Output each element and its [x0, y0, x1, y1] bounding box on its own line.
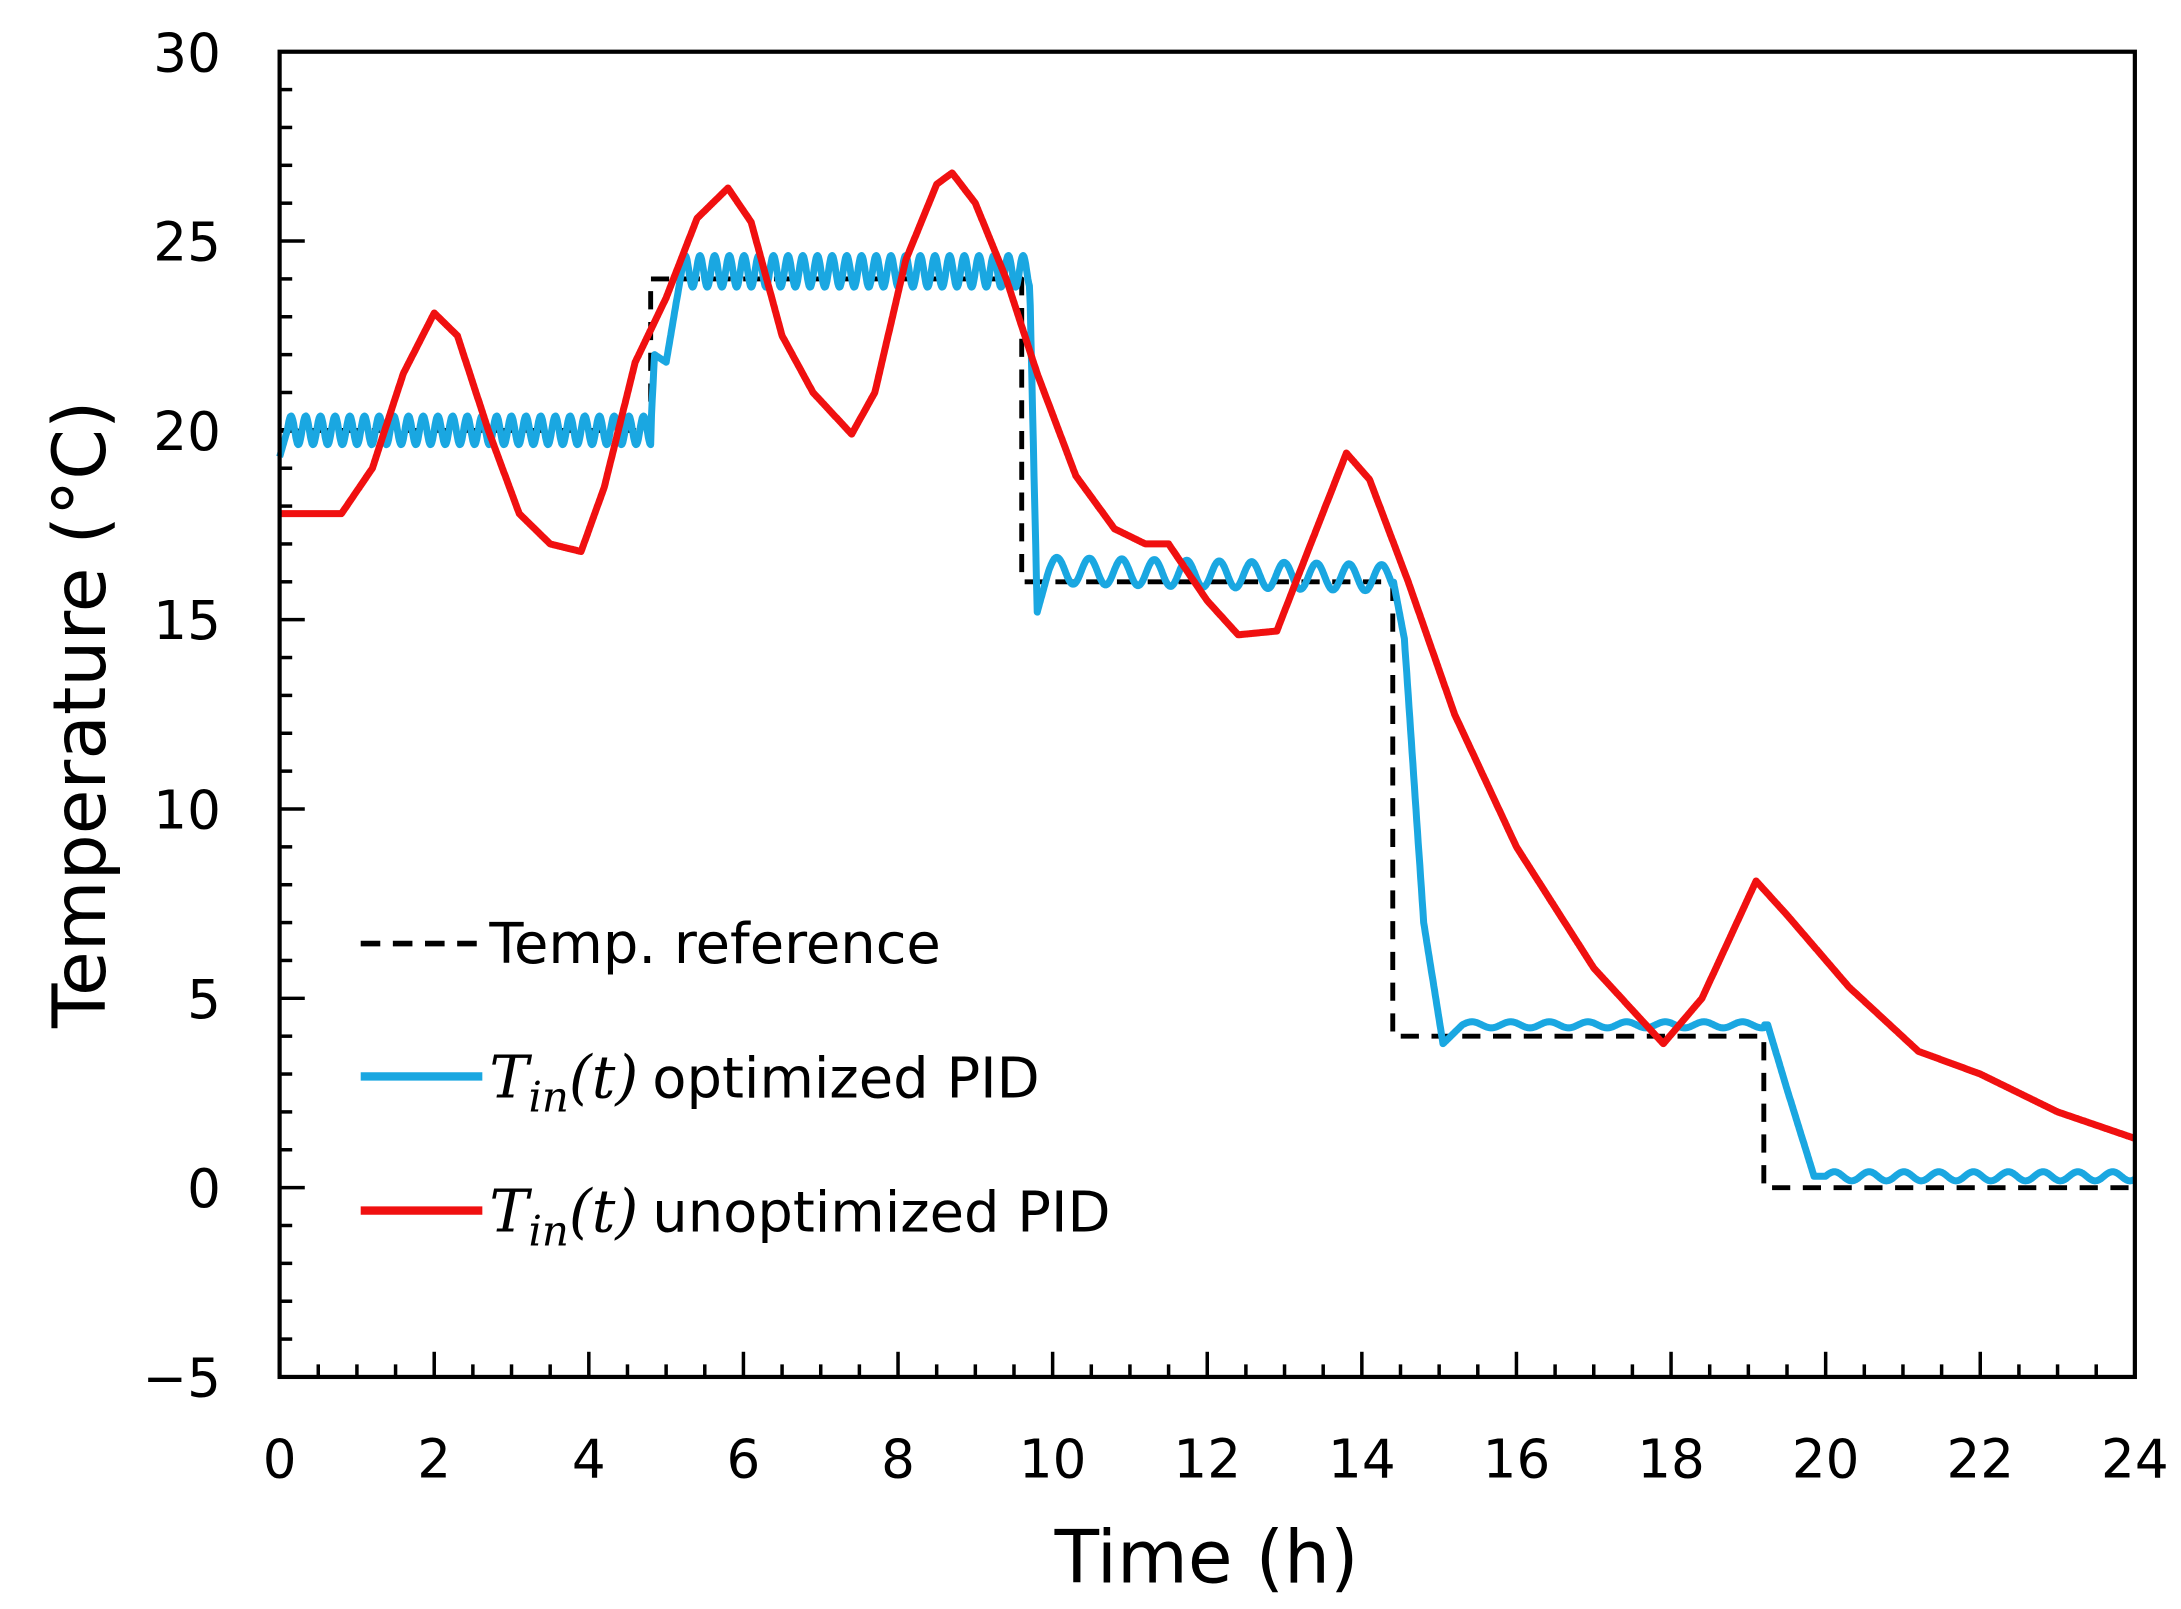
legend-math-symbol: T [489, 1043, 532, 1111]
unoptimized-pid-line [276, 169, 2138, 1142]
legend: Temp. reference Tin(t) optimized PID Tin(… [360, 912, 1111, 1256]
legend-math-symbol: T [489, 1178, 532, 1246]
legend-math-subscript: in [528, 1207, 568, 1256]
y-tick-label: 20 [153, 401, 221, 463]
x-tick-label: 20 [1792, 1429, 1860, 1491]
y-tick-label: 25 [153, 212, 221, 274]
y-tick-label: 10 [153, 780, 221, 842]
y-tick-label: 15 [153, 590, 221, 652]
reference-line [279, 276, 2135, 1191]
x-tick-label: 24 [2101, 1429, 2169, 1491]
x-tick-label: 8 [881, 1429, 915, 1491]
legend-label-unoptimized: Tin(t) unoptimized PID [489, 1178, 1110, 1256]
x-tick-label: 4 [572, 1429, 606, 1491]
plot-frame [277, 49, 2137, 1380]
legend-math-arg: (t) [569, 1043, 638, 1111]
x-tick-label: 12 [1173, 1429, 1241, 1491]
optimized-pid-line [276, 252, 2138, 1185]
legend-math-arg: (t) [569, 1178, 638, 1246]
legend-math-subscript: in [528, 1072, 568, 1121]
legend-text: optimized PID [652, 1046, 1039, 1111]
x-tick-label: 0 [263, 1429, 297, 1491]
y-tick-label: −5 [143, 1348, 221, 1410]
legend-label-optimized: Tin(t) optimized PID [489, 1043, 1039, 1121]
x-tick-label: 10 [1019, 1429, 1087, 1491]
y-axis-title: Temperature (°C) [39, 401, 123, 1029]
x-axis-title: Time (h) [1054, 1516, 1359, 1600]
y-tick-label: 5 [187, 969, 221, 1031]
x-tick-label: 6 [727, 1429, 761, 1491]
x-tick-label: 14 [1328, 1429, 1396, 1491]
x-tick-label: 16 [1483, 1429, 1551, 1491]
series-lines [276, 169, 2138, 1191]
x-tick-label: 18 [1637, 1429, 1705, 1491]
x-tick-label: 2 [417, 1429, 451, 1491]
legend-label-reference: Temp. reference [488, 912, 941, 977]
x-tick-label: 22 [1946, 1429, 2014, 1491]
y-tick-label: 30 [153, 22, 221, 84]
y-tick-label: 0 [187, 1158, 221, 1220]
legend-text: unoptimized PID [652, 1181, 1110, 1246]
